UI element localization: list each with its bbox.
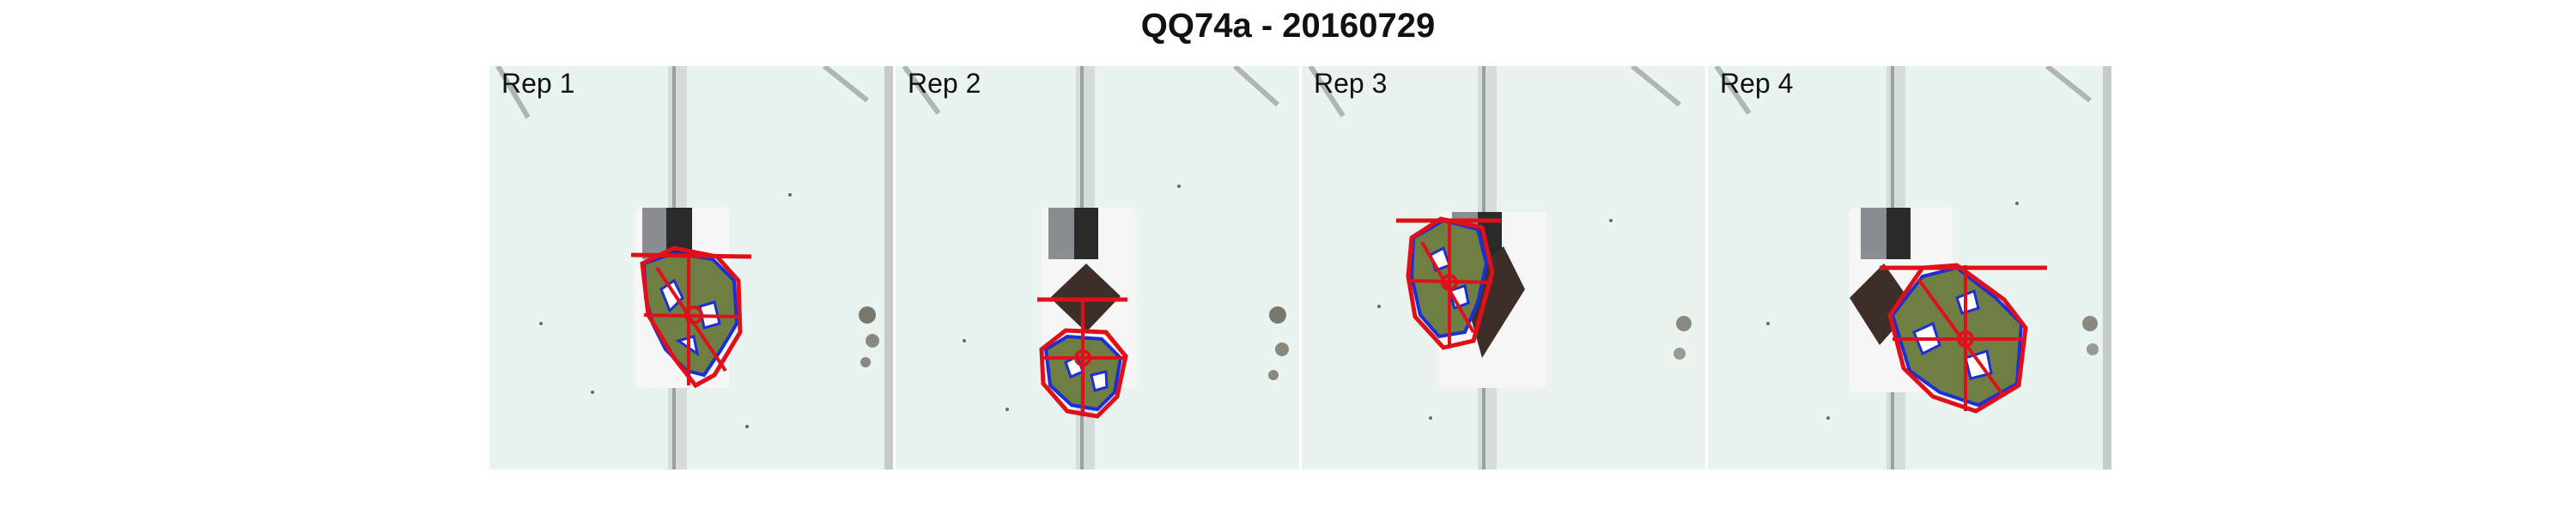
rep-3-panel: Rep 3 [1302,66,1705,470]
rep-4-label: Rep 4 [1720,68,1794,99]
rep-1-image [489,66,893,470]
rep-2-image [896,66,1299,470]
rep-2-label: Rep 2 [908,68,981,99]
rep-4-panel: Rep 4 [1708,66,2111,470]
rep-2-panel: Rep 2 [896,66,1299,470]
rep-1-panel: Rep 1 [489,66,893,470]
rep-3-image [1302,66,1705,470]
figure-title: QQ74a - 20160729 [1140,7,1436,45]
rep-1-label: Rep 1 [501,68,575,99]
rep-3-label: Rep 3 [1314,68,1388,99]
rep-4-image [1708,66,2111,470]
